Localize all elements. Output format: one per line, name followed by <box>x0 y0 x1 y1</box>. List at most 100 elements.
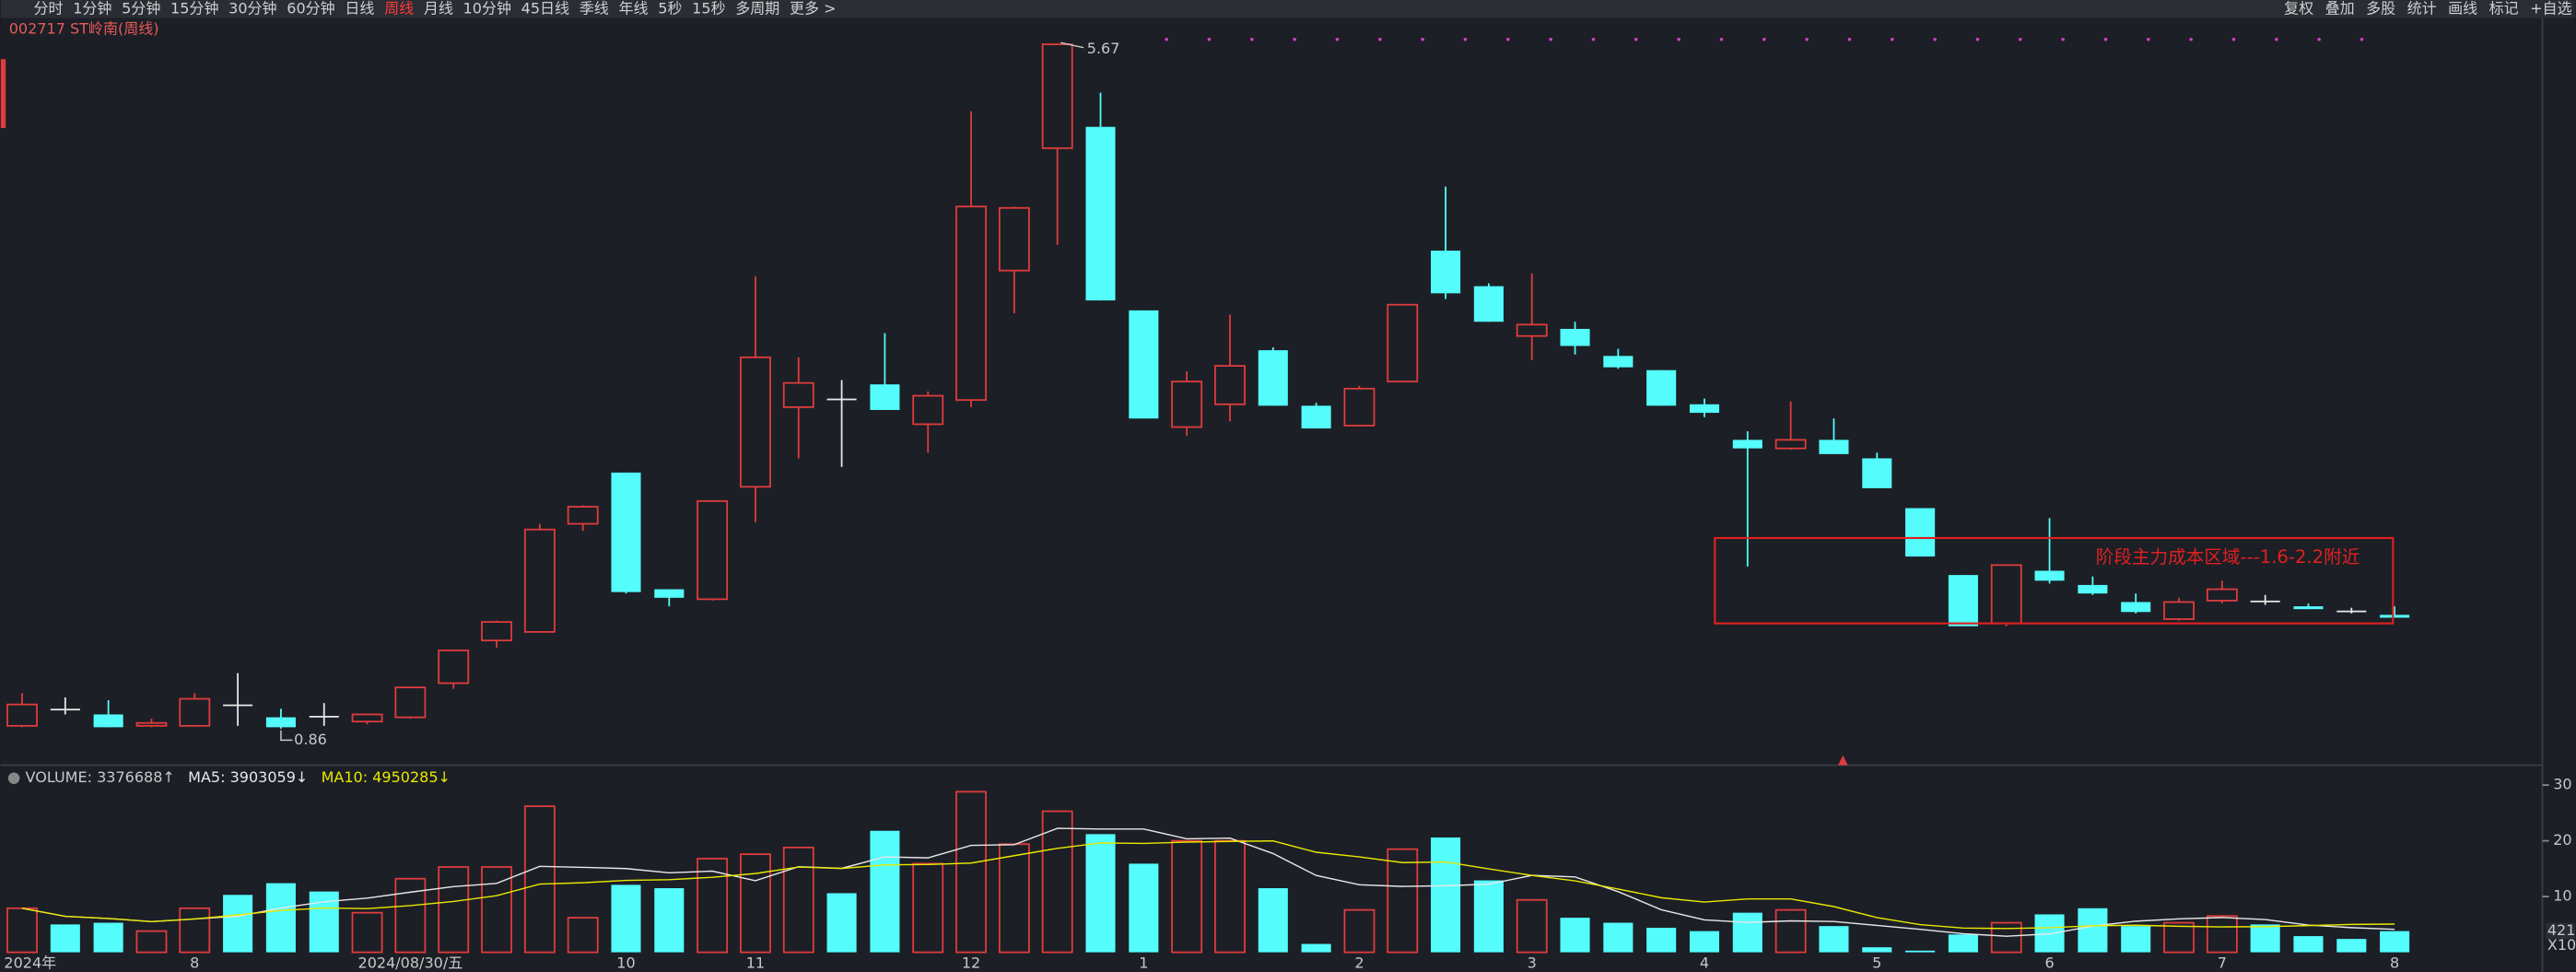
toolbar-item[interactable]: 多股 <box>2366 0 2395 17</box>
side-marker <box>0 59 6 129</box>
candle-body <box>1819 439 1849 454</box>
toolbar-item[interactable]: 5秒 <box>658 0 682 17</box>
candle-body <box>1129 310 1159 419</box>
candle-body <box>2293 606 2324 610</box>
volume-bar <box>567 917 599 954</box>
y-tick-label: 10 <box>2553 887 2571 905</box>
event-dot <box>1975 37 1980 41</box>
candle-body <box>1431 251 1461 294</box>
toolbar-item[interactable]: 统计 <box>2407 0 2437 17</box>
toolbar-item[interactable]: 周线 <box>384 0 414 17</box>
volume-bar <box>523 805 556 954</box>
volume-bar <box>6 907 38 954</box>
toolbar-item[interactable]: 画线 <box>2448 0 2477 17</box>
event-dot <box>1591 37 1596 41</box>
x-tick-label: 12 <box>962 954 980 972</box>
candle-body <box>1085 126 1116 301</box>
ma-line <box>21 827 2395 937</box>
volume-bar <box>1516 898 1548 954</box>
candle-body <box>1732 439 1762 449</box>
candle-body <box>1774 439 1807 450</box>
toolbar-item[interactable]: 15分钟 <box>170 0 218 17</box>
candle-body <box>6 703 38 727</box>
candle-body <box>438 650 470 685</box>
toolbar-item[interactable]: 1分钟 <box>73 0 111 17</box>
toolbar-item[interactable]: 年线 <box>619 0 649 17</box>
candle-body <box>1948 575 1978 627</box>
toolbar-item[interactable]: 30分钟 <box>228 0 276 17</box>
x-tick-label: 11 <box>746 954 765 972</box>
event-dot <box>2317 37 2321 41</box>
volume-bar <box>1171 839 1203 954</box>
candle-body <box>1560 328 1590 346</box>
event-dot <box>1293 37 1296 41</box>
volume-bar <box>1214 839 1246 954</box>
event-dot <box>2359 37 2364 41</box>
candle-body <box>394 686 427 719</box>
x-tick-label: 4 <box>1700 954 1709 972</box>
event-dot <box>1549 37 1552 41</box>
volume-bar <box>1905 950 1936 953</box>
volume-bar <box>1990 921 2022 954</box>
toolbar-item[interactable]: 45日线 <box>521 0 569 17</box>
candle-body <box>2034 570 2065 581</box>
marker <box>1838 755 1848 766</box>
candle-body <box>1990 564 2022 625</box>
candle-body <box>955 205 987 402</box>
event-dot <box>1634 37 1638 41</box>
candle-body <box>740 356 771 488</box>
volume-bar <box>611 884 641 953</box>
event-dot <box>2231 37 2236 41</box>
volume-bar <box>1948 934 1978 953</box>
candle-body <box>826 398 857 401</box>
volume-bar <box>870 830 900 953</box>
toolbar <box>0 0 2576 18</box>
max-label: 5.67 <box>1087 40 1120 57</box>
event-dot <box>2061 37 2065 41</box>
toolbar-item[interactable]: 季线 <box>580 0 609 17</box>
toolbar-item[interactable]: 多周期 <box>735 0 779 17</box>
candle-body <box>223 704 253 707</box>
event-dot <box>1250 37 1254 41</box>
volume-bar <box>438 866 470 954</box>
x-tick-label: 2024/08/30/五 <box>358 954 463 972</box>
volume-bar <box>654 888 685 953</box>
volume-bar <box>826 893 857 953</box>
toolbar-item[interactable]: 60分钟 <box>287 0 334 17</box>
volume-bar <box>2163 921 2195 954</box>
toolbar-item[interactable]: 月线 <box>424 0 453 17</box>
event-dot <box>1165 37 1168 41</box>
toolbar-item[interactable]: 5分钟 <box>122 0 160 17</box>
volume-bar <box>179 907 211 954</box>
min-arrow <box>280 730 293 742</box>
candle-body <box>135 721 168 727</box>
candle-body <box>1041 43 1073 149</box>
volume-bar <box>2206 915 2238 954</box>
event-dot <box>1421 37 1424 41</box>
event-dot <box>2147 37 2150 41</box>
volume-bar <box>1343 908 1376 954</box>
x-tick-label: 8 <box>2390 954 2399 972</box>
toolbar-item[interactable]: 日线 <box>345 0 374 17</box>
toolbar-item[interactable]: 叠加 <box>2325 0 2355 17</box>
candle-body <box>1516 323 1548 337</box>
x-tick-label: 2024年 <box>4 954 56 972</box>
toolbar-item[interactable]: 标记 <box>2489 0 2519 17</box>
candle-body <box>309 716 339 718</box>
x-tick-label: 5 <box>1872 954 1881 972</box>
toolbar-item[interactable]: 15秒 <box>692 0 725 17</box>
toolbar-item[interactable]: 复权 <box>2284 0 2313 17</box>
candle-body <box>1862 458 1892 488</box>
volume-bar <box>782 846 814 954</box>
volume-bar <box>2121 926 2151 953</box>
event-dot <box>1378 37 1382 41</box>
toolbar-item[interactable]: 更多 > <box>790 0 837 17</box>
x-tick-label: 1 <box>1139 954 1148 972</box>
volume-bar <box>998 843 1030 954</box>
candle-body <box>1387 303 1419 382</box>
volume-bar <box>697 858 729 954</box>
candle-body <box>1603 356 1633 368</box>
toolbar-item[interactable]: 分时 <box>33 0 63 17</box>
toolbar-item[interactable]: +自选 <box>2530 0 2571 17</box>
toolbar-item[interactable]: 10分钟 <box>463 0 511 17</box>
